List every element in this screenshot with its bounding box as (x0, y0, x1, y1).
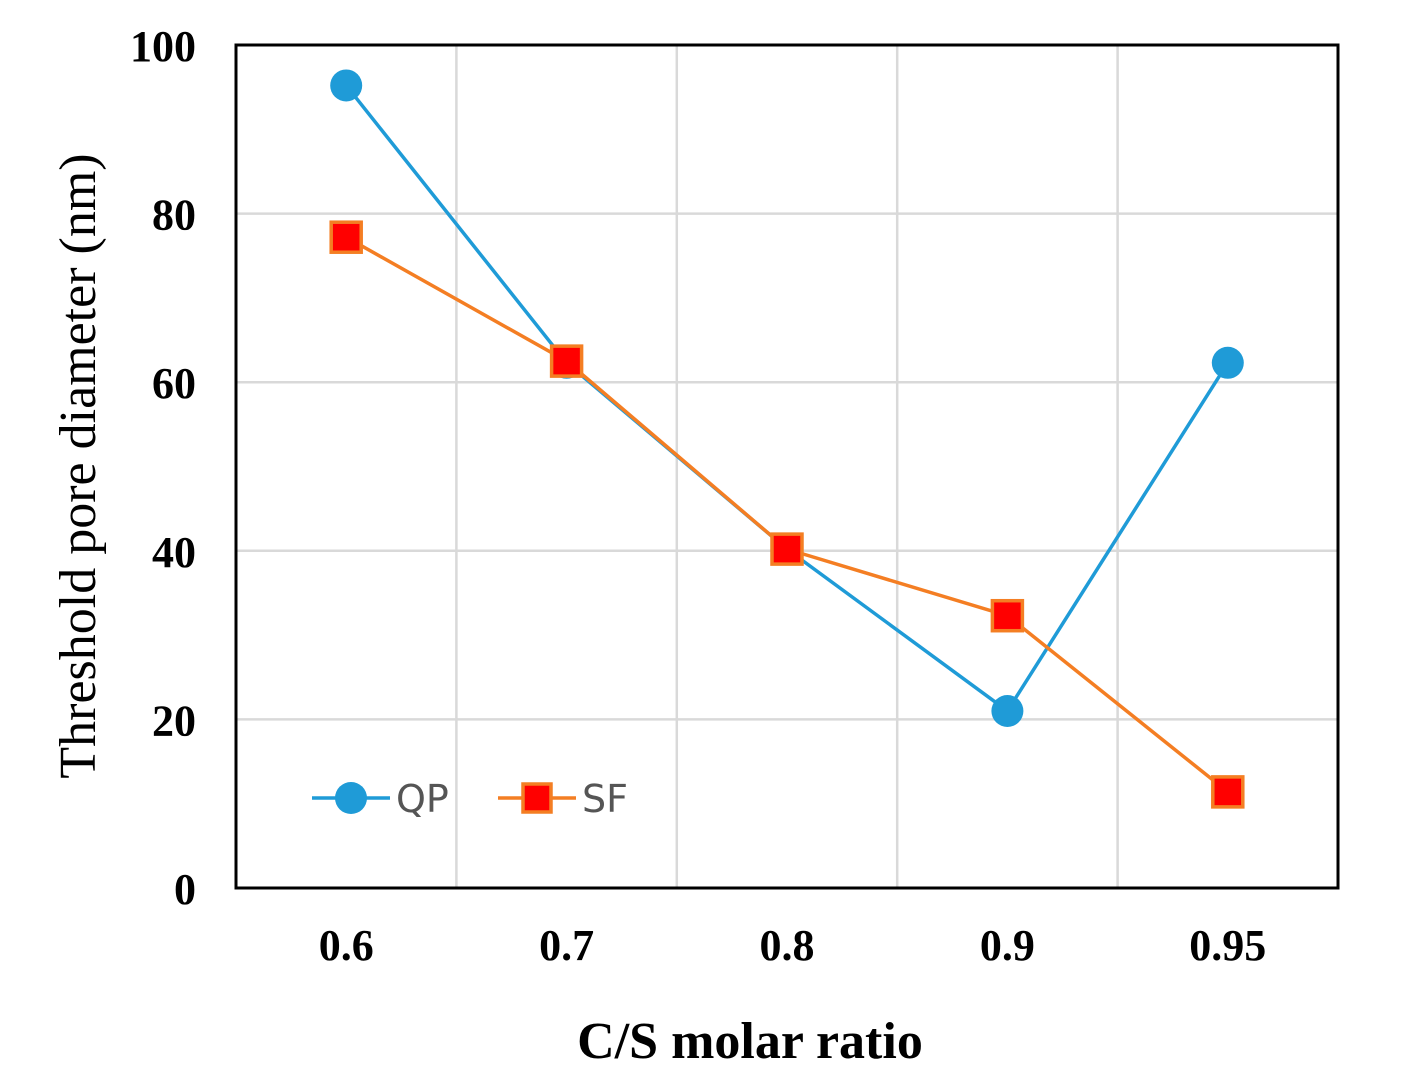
point-qp (330, 69, 363, 102)
series-line-qp (344, 84, 1230, 714)
y-tick-label: 100 (130, 22, 196, 71)
y-tick-label: 80 (152, 191, 196, 240)
legend-item-sf: SF (498, 777, 628, 821)
point-sf (770, 532, 804, 566)
y-tick-label: 60 (152, 359, 196, 408)
point-sf (549, 344, 584, 378)
y-tick-labels: 0 20 40 60 80 100 (130, 22, 196, 914)
x-tick-label: 0.95 (1189, 921, 1266, 970)
x-tick-label: 0.9 (980, 921, 1035, 970)
legend-marker (335, 782, 367, 814)
point-sf (329, 220, 363, 254)
x-tick-labels: 0.6 0.7 0.8 0.9 0.95 (319, 921, 1267, 970)
point-qp (1211, 346, 1244, 379)
plot-frame (234, 43, 1340, 890)
y-tick-label: 40 (152, 528, 196, 577)
series-layer (329, 69, 1245, 809)
x-tick-label: 0.8 (760, 921, 815, 970)
point-qp (991, 694, 1024, 727)
x-tick-label: 0.7 (539, 921, 594, 970)
legend-marker (521, 782, 553, 814)
legend-label: QP (396, 777, 449, 821)
point-sf (1211, 775, 1245, 809)
x-axis-label: C/S molar ratio (577, 1013, 923, 1070)
gridlines (236, 45, 1338, 888)
x-tick-label: 0.6 (319, 921, 374, 970)
y-tick-label: 0 (174, 865, 196, 914)
series-qp (330, 69, 1244, 727)
legend-item-qp: QP (312, 777, 449, 821)
y-tick-label: 20 (152, 696, 196, 745)
point-sf (990, 598, 1025, 633)
legend-label: SF (582, 777, 628, 821)
y-axis-label: Threshold pore diameter (nm) (50, 153, 107, 778)
series-line-sf (345, 235, 1229, 794)
series-sf (329, 220, 1245, 809)
legend: QP SF (312, 777, 628, 821)
